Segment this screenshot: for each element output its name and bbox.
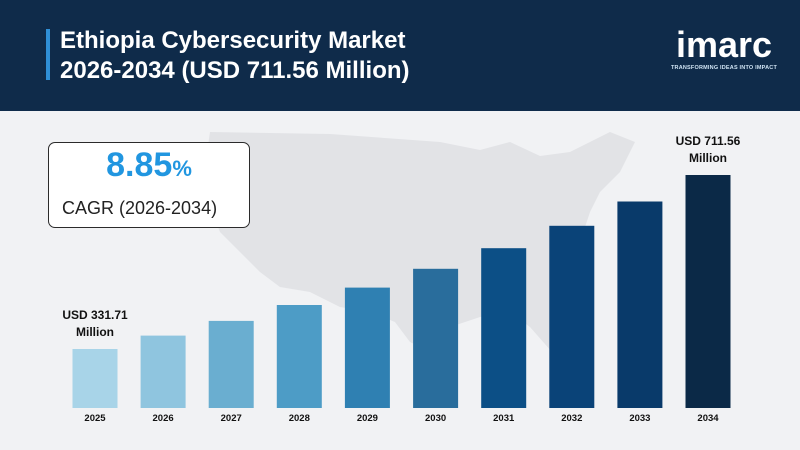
imarc-logo: imarc TRANSFORMING IDEAS INTO IMPACT	[664, 24, 784, 72]
data-label-2034: USD 711.56	[676, 134, 741, 148]
bar-2026	[140, 335, 186, 408]
data-label-2025: USD 331.71	[62, 308, 128, 322]
x-tick-label: 2030	[425, 413, 446, 424]
bar-2027	[208, 320, 254, 408]
x-tick-label: 2032	[561, 413, 582, 424]
x-tick-label: 2025	[84, 413, 106, 424]
x-tick-label: 2033	[629, 413, 650, 424]
bar-2034	[685, 175, 731, 408]
bar-2031	[481, 248, 527, 408]
bar-2032	[549, 225, 595, 408]
bar-2030	[413, 268, 459, 408]
cagr-unit: %	[172, 156, 192, 181]
cagr-label: CAGR (2026-2034)	[62, 198, 218, 218]
data-label-unit-2025: Million	[76, 325, 114, 339]
cagr-card: 8.85% CAGR (2026-2034)	[48, 142, 250, 228]
bar-2025	[72, 349, 118, 408]
title-line-2: 2026-2034 (USD 711.56 Million)	[60, 57, 410, 84]
bar-2029	[344, 287, 390, 408]
logo-wordmark: imarc	[675, 24, 773, 65]
header-banner: Ethiopia Cybersecurity Market 2026-2034 …	[0, 0, 800, 111]
data-label-unit-2034: Million	[689, 151, 727, 165]
title-accent-bar	[46, 29, 50, 80]
cagr-number: 8.85	[106, 146, 173, 184]
cagr-value: 8.85%	[49, 145, 249, 189]
x-tick-label: 2031	[493, 413, 515, 424]
x-tick-label: 2029	[357, 413, 378, 424]
x-tick-label: 2027	[221, 413, 242, 424]
title-line-1: Ethiopia Cybersecurity Market	[60, 27, 406, 54]
bar-2033	[617, 201, 663, 408]
x-tick-label: 2028	[289, 413, 310, 424]
x-tick-label: 2034	[697, 413, 719, 424]
bar-2028	[276, 305, 322, 408]
page-title: Ethiopia Cybersecurity Market 2026-2034 …	[60, 26, 620, 86]
logo-tagline: TRANSFORMING IDEAS INTO IMPACT	[670, 65, 778, 71]
x-tick-label: 2026	[153, 413, 174, 424]
map-silhouette-icon	[205, 132, 635, 352]
